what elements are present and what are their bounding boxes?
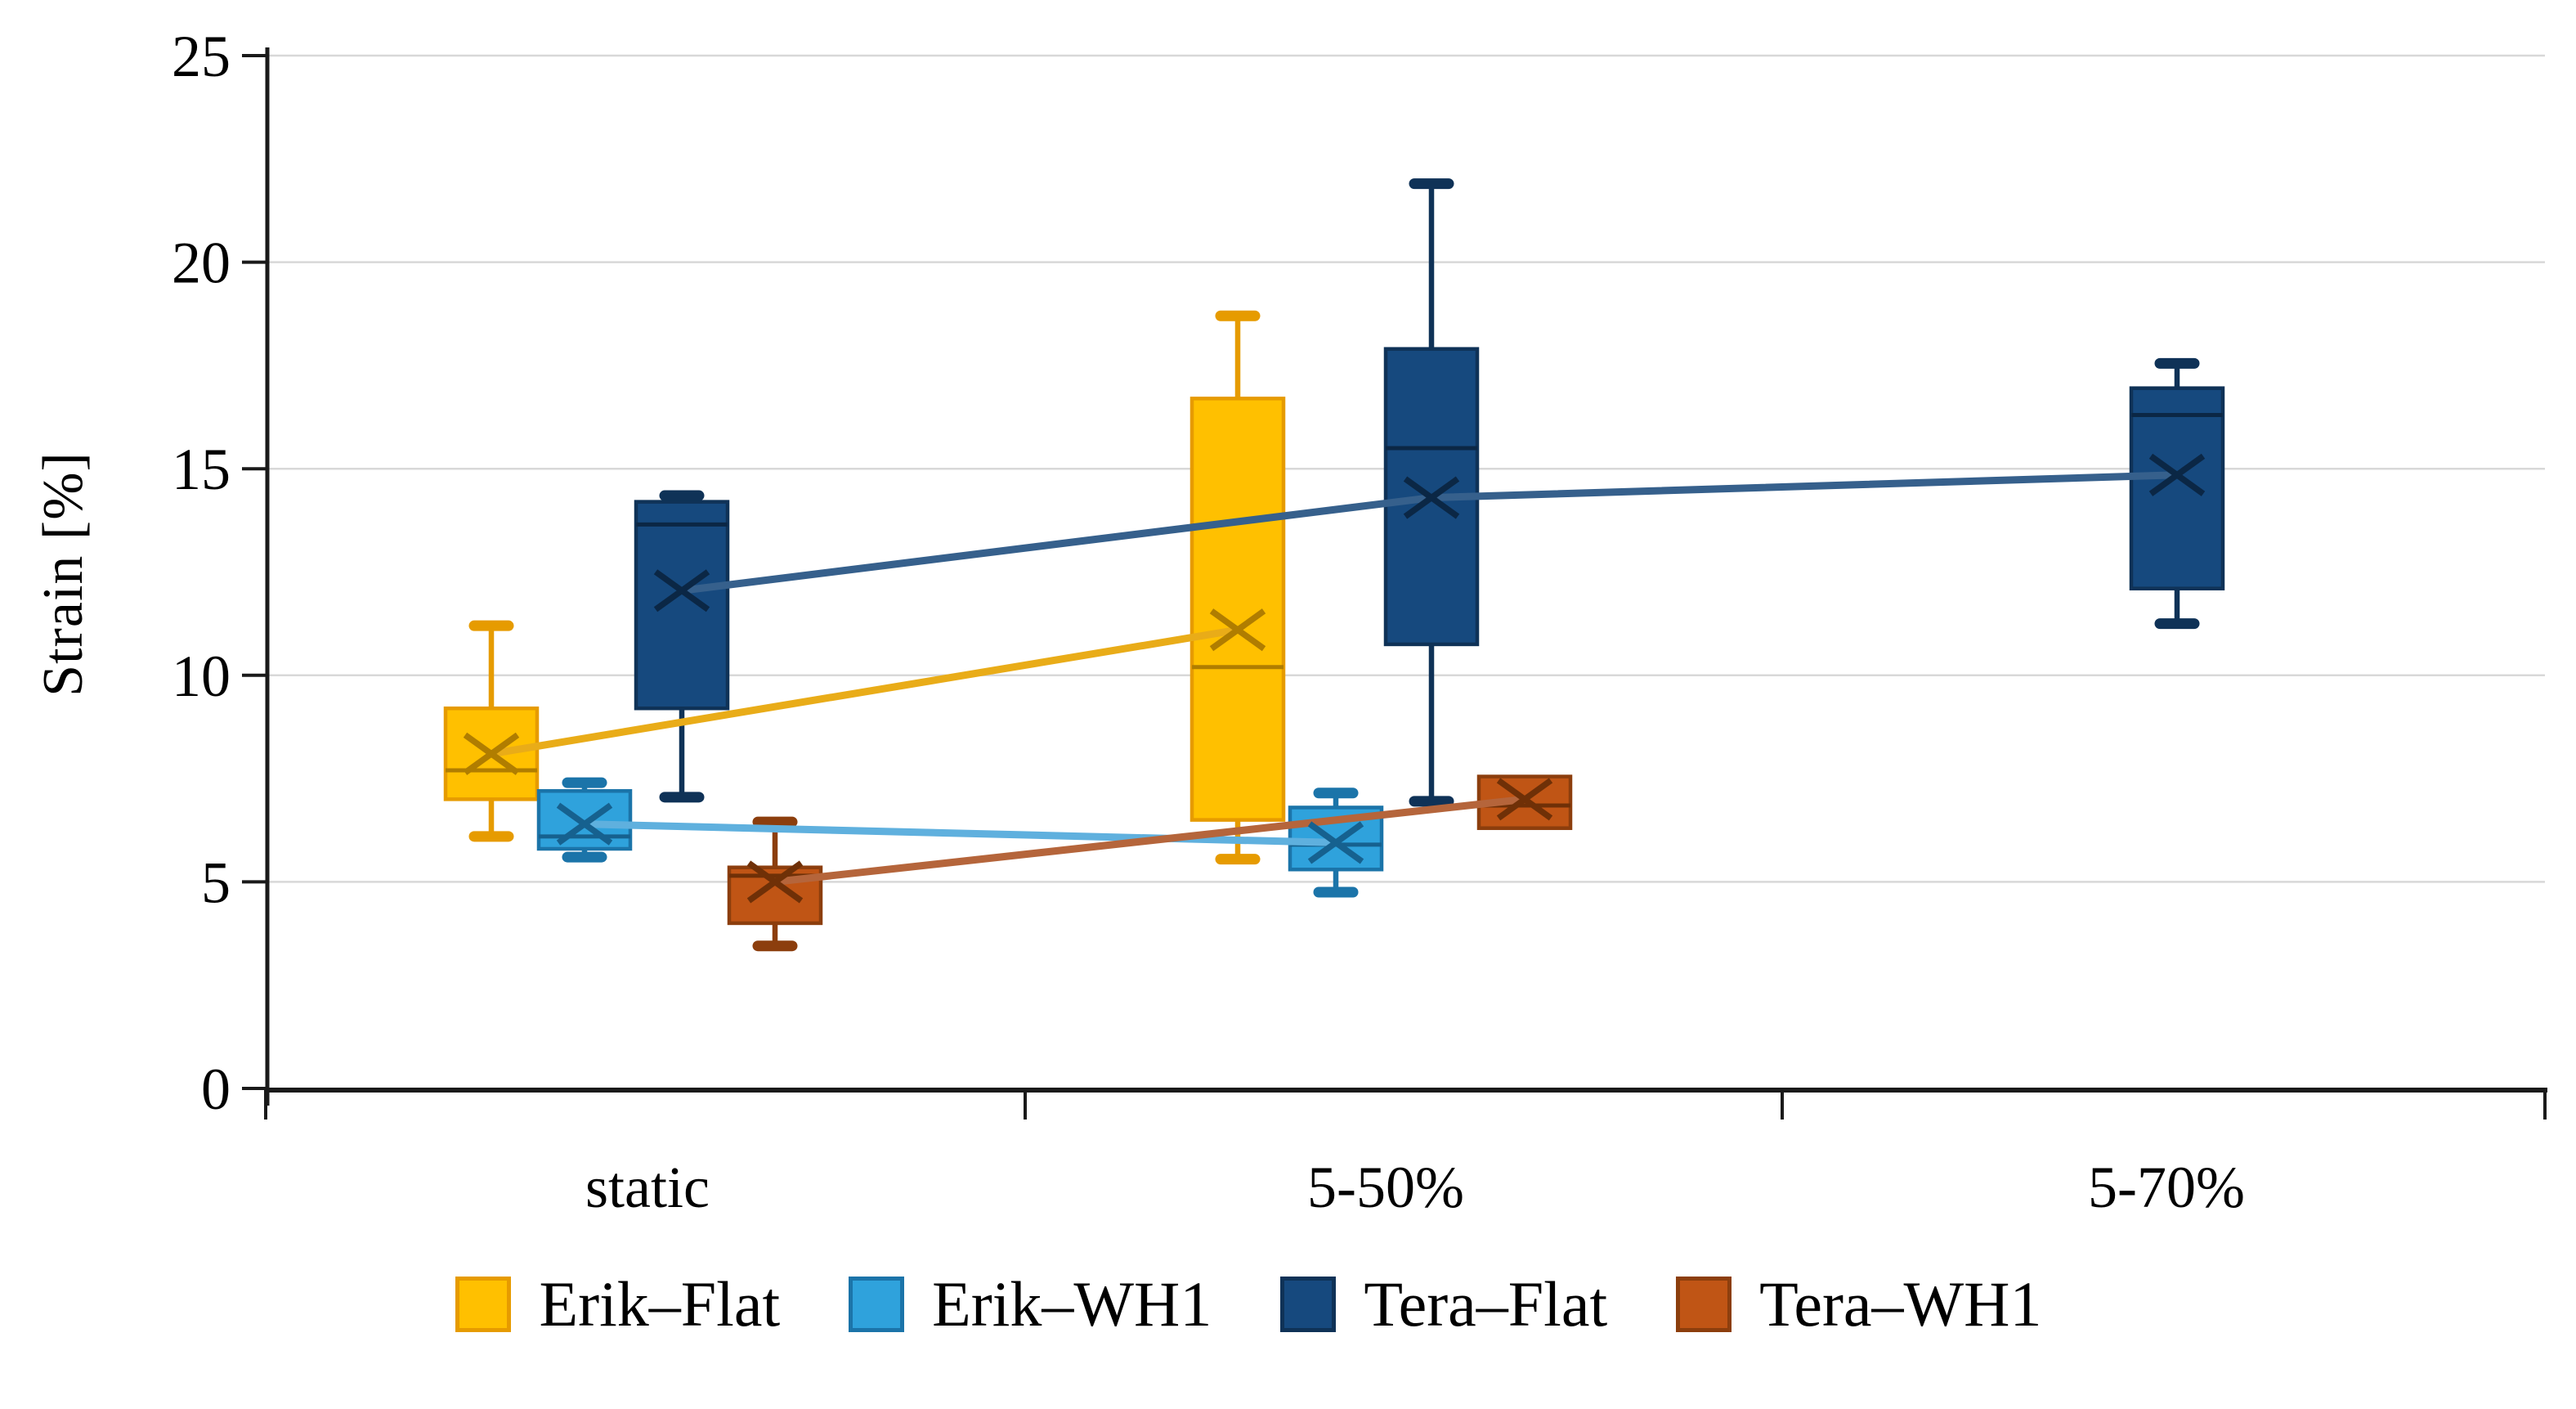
mean-x-marker — [463, 732, 520, 775]
x-category-label: 5-70% — [2088, 1155, 2245, 1220]
box — [536, 789, 633, 851]
legend-swatch — [455, 1277, 512, 1332]
legend-label: Erik–WH1 — [932, 1268, 1212, 1339]
y-tick-label: 25 — [172, 24, 231, 89]
y-tick-label: 15 — [172, 437, 231, 502]
legend-swatch — [1280, 1277, 1337, 1332]
series-mean-connector — [580, 820, 1340, 846]
y-tick-label: 0 — [201, 1057, 231, 1122]
mean-x-marker — [1307, 821, 1364, 864]
y-tick-label: 10 — [172, 644, 231, 709]
mean-x-marker — [2148, 453, 2206, 496]
y-tick-label: 5 — [201, 850, 231, 915]
legend-item: Erik–Flat — [455, 1272, 780, 1336]
legend-item: Erik–WH1 — [849, 1272, 1212, 1336]
series-mean-connector — [771, 795, 1529, 886]
chart-legend: Erik–Flat Erik–WH1 Tera–Flat Tera–WH1 — [0, 1272, 2537, 1336]
y-tick-label: 20 — [172, 231, 231, 296]
legend-label: Erik–Flat — [539, 1268, 781, 1339]
mean-x-marker — [556, 802, 613, 846]
y-axis-title: Strain [%] — [32, 451, 95, 697]
mean-x-marker — [1496, 778, 1553, 821]
mean-x-marker — [1209, 608, 1266, 652]
legend-label: Tera–Flat — [1364, 1268, 1608, 1339]
mean-x-marker — [1403, 476, 1460, 519]
legend-swatch — [1676, 1277, 1732, 1332]
box — [634, 500, 730, 711]
series-mean-connector — [487, 626, 1242, 758]
legend-swatch — [849, 1277, 905, 1332]
legend-item: Tera–WH1 — [1676, 1268, 2042, 1339]
box — [1189, 397, 1286, 822]
legend-label: Tera–WH1 — [1759, 1268, 2042, 1339]
legend-item: Tera–Flat — [1280, 1272, 1607, 1336]
x-category-label: static — [585, 1155, 710, 1220]
chart-canvas: 0 5 10 15 20 25 static 5-50% 5-70% — [172, 24, 2547, 1220]
mean-x-marker — [653, 569, 710, 613]
x-category-label: 5-50% — [1307, 1155, 1464, 1220]
box — [2129, 386, 2225, 590]
mean-x-marker — [746, 860, 804, 904]
